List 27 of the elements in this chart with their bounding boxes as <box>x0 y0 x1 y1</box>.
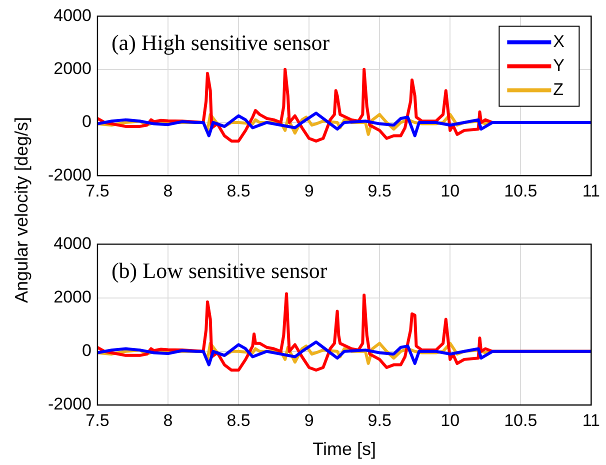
annotation: (a) High sensitive sensor <box>111 30 330 55</box>
x-tick-label: 10.5 <box>504 410 538 430</box>
y-axis-title: Angular velocity [deg/s] <box>12 116 32 304</box>
legend-label: Y <box>553 56 565 75</box>
x-tick-label: 9 <box>304 181 314 200</box>
x-tick-label: 8 <box>163 181 173 200</box>
x-tick-label: 10.5 <box>504 181 538 200</box>
x-tick-label: 9.5 <box>368 181 392 200</box>
y-tick-label: 0 <box>82 112 92 132</box>
legend-label: Z <box>553 80 564 99</box>
legend-label: X <box>553 32 565 51</box>
y-tick-label: 2000 <box>54 287 92 306</box>
x-tick-label: 10 <box>440 410 460 430</box>
y-tick-label: 2000 <box>54 59 92 78</box>
x-tick-label: 9.5 <box>368 410 392 430</box>
y-tick-label: 4000 <box>54 234 92 253</box>
x-tick-label: 8 <box>163 410 173 430</box>
x-tick-label: 11 <box>582 410 600 430</box>
x-tick-label: 8.5 <box>226 410 250 430</box>
x-tick-label: 10 <box>440 181 460 200</box>
x-axis-title: Time [s] <box>312 439 376 460</box>
annotation: (b) Low sensitive sensor <box>111 258 328 283</box>
y-tick-label: 4000 <box>54 6 92 25</box>
y-tick-label: 0 <box>82 341 92 360</box>
x-tick-label: 8.5 <box>226 181 250 200</box>
x-tick-label: 11 <box>582 181 600 200</box>
x-tick-label: 9 <box>304 410 314 430</box>
